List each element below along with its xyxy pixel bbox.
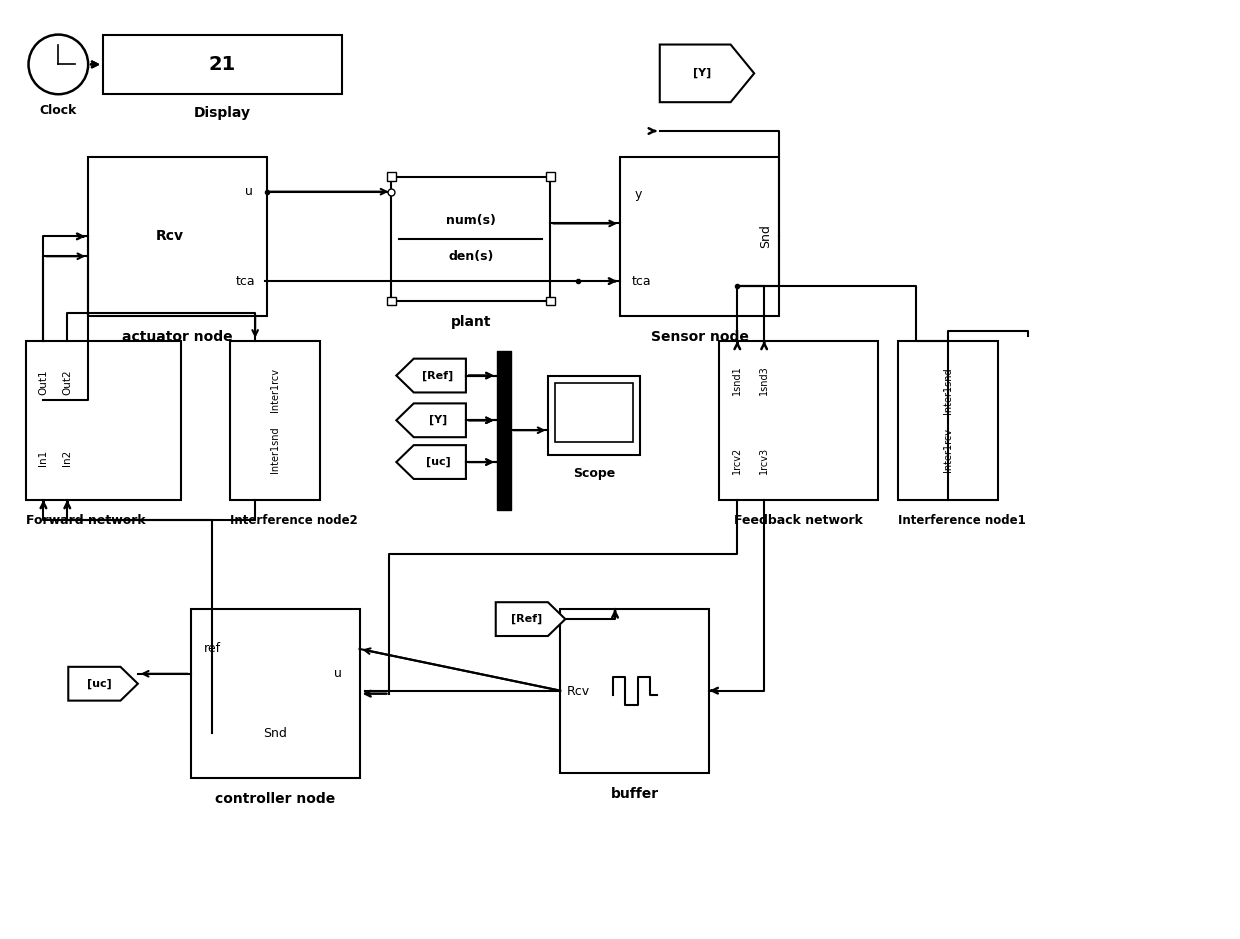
Text: In1: In1 bbox=[38, 450, 48, 466]
Text: Scope: Scope bbox=[573, 467, 615, 480]
Circle shape bbox=[29, 35, 88, 94]
Bar bbox=[546, 172, 554, 181]
Polygon shape bbox=[397, 404, 466, 438]
Bar bbox=[719, 341, 878, 500]
Text: [Y]: [Y] bbox=[429, 415, 448, 425]
Bar bbox=[560, 609, 709, 773]
Text: 1snd1: 1snd1 bbox=[733, 365, 743, 395]
Bar bbox=[103, 35, 342, 94]
Text: [Ref]: [Ref] bbox=[423, 370, 454, 380]
Bar bbox=[191, 609, 360, 778]
Text: y: y bbox=[634, 188, 641, 201]
Text: [uc]: [uc] bbox=[425, 457, 450, 468]
Text: Forward network: Forward network bbox=[26, 514, 145, 527]
Polygon shape bbox=[397, 445, 466, 479]
Text: Interference node1: Interference node1 bbox=[898, 514, 1025, 527]
Bar bbox=[26, 341, 181, 500]
Bar bbox=[88, 157, 267, 316]
Text: Feedback network: Feedback network bbox=[734, 514, 863, 527]
Text: den(s): den(s) bbox=[448, 251, 494, 263]
Bar bbox=[387, 297, 396, 305]
Text: ref: ref bbox=[203, 642, 221, 655]
Text: num(s): num(s) bbox=[446, 214, 496, 227]
Text: u: u bbox=[246, 185, 253, 198]
Text: u: u bbox=[334, 668, 341, 680]
Text: actuator node: actuator node bbox=[123, 330, 233, 344]
Text: In2: In2 bbox=[62, 450, 72, 466]
Polygon shape bbox=[660, 44, 754, 102]
Text: plant: plant bbox=[450, 315, 491, 329]
Text: Inter1rcv: Inter1rcv bbox=[270, 368, 280, 412]
Text: tca: tca bbox=[236, 274, 255, 287]
Text: Display: Display bbox=[193, 106, 250, 120]
Text: Interference node2: Interference node2 bbox=[231, 514, 358, 527]
Text: Out1: Out1 bbox=[38, 370, 48, 395]
Text: Sensor node: Sensor node bbox=[651, 330, 749, 344]
Bar bbox=[392, 177, 551, 301]
Text: Inter1snd: Inter1snd bbox=[944, 367, 954, 414]
Text: Inter1snd: Inter1snd bbox=[270, 427, 280, 473]
Text: tca: tca bbox=[632, 274, 652, 287]
Text: 1snd3: 1snd3 bbox=[759, 365, 769, 395]
Text: Snd: Snd bbox=[759, 224, 771, 248]
Bar bbox=[548, 376, 640, 455]
Text: [uc]: [uc] bbox=[87, 679, 112, 689]
Text: 1rcv2: 1rcv2 bbox=[733, 446, 743, 473]
Text: Snd: Snd bbox=[263, 727, 286, 740]
Bar bbox=[231, 341, 320, 500]
Bar bbox=[620, 157, 779, 316]
Text: Rcv: Rcv bbox=[567, 685, 590, 698]
Text: 21: 21 bbox=[208, 54, 236, 74]
Text: controller node: controller node bbox=[215, 793, 335, 806]
Bar bbox=[898, 341, 998, 500]
Text: 1rcv3: 1rcv3 bbox=[759, 446, 769, 473]
Text: Clock: Clock bbox=[40, 104, 77, 117]
Polygon shape bbox=[397, 359, 466, 393]
Bar bbox=[556, 382, 632, 442]
Bar bbox=[387, 172, 396, 181]
Text: Out2: Out2 bbox=[62, 370, 72, 395]
Bar bbox=[546, 297, 554, 305]
Text: Rcv: Rcv bbox=[156, 229, 184, 243]
Text: buffer: buffer bbox=[611, 787, 658, 801]
Text: Inter1rcv: Inter1rcv bbox=[944, 428, 954, 472]
Polygon shape bbox=[496, 602, 565, 636]
Polygon shape bbox=[68, 667, 138, 700]
Text: [Y]: [Y] bbox=[693, 69, 712, 79]
Text: [Ref]: [Ref] bbox=[511, 614, 543, 624]
